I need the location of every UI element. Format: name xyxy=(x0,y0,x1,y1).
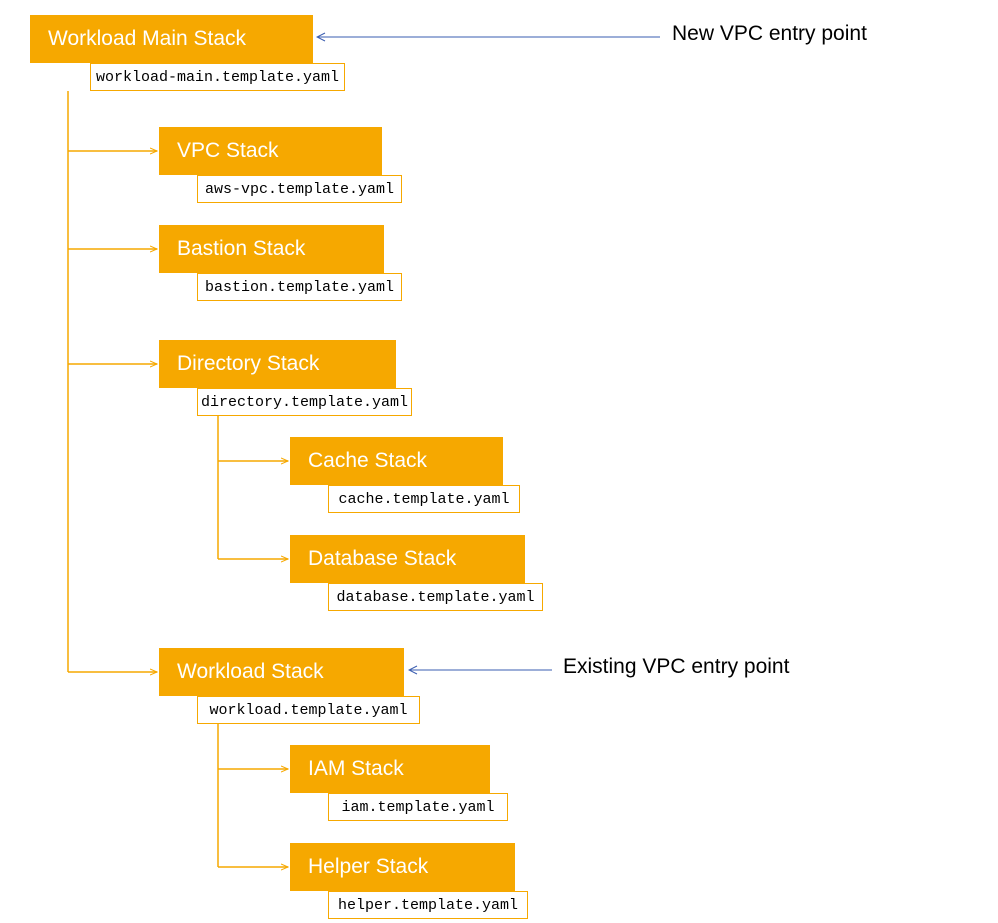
stack-file-workload-main: workload-main.template.yaml xyxy=(90,63,345,91)
stack-title-vpc: VPC Stack xyxy=(159,127,382,175)
stack-file-database: database.template.yaml xyxy=(328,583,543,611)
stack-title-cache: Cache Stack xyxy=(290,437,503,485)
stack-file-vpc: aws-vpc.template.yaml xyxy=(197,175,402,203)
stack-title-workload-main: Workload Main Stack xyxy=(30,15,313,63)
stack-file-iam: iam.template.yaml xyxy=(328,793,508,821)
stack-title-directory: Directory Stack xyxy=(159,340,396,388)
stack-file-helper: helper.template.yaml xyxy=(328,891,528,919)
annotation-existing-vpc: Existing VPC entry point xyxy=(563,655,789,679)
diagram-canvas: Workload Main Stackworkload-main.templat… xyxy=(0,0,998,923)
stack-title-bastion: Bastion Stack xyxy=(159,225,384,273)
stack-file-workload: workload.template.yaml xyxy=(197,696,420,724)
stack-file-directory: directory.template.yaml xyxy=(197,388,412,416)
stack-title-database: Database Stack xyxy=(290,535,525,583)
stack-title-iam: IAM Stack xyxy=(290,745,490,793)
stack-title-workload: Workload Stack xyxy=(159,648,404,696)
stack-file-cache: cache.template.yaml xyxy=(328,485,520,513)
annotation-new-vpc: New VPC entry point xyxy=(672,22,867,46)
stack-title-helper: Helper Stack xyxy=(290,843,515,891)
stack-file-bastion: bastion.template.yaml xyxy=(197,273,402,301)
